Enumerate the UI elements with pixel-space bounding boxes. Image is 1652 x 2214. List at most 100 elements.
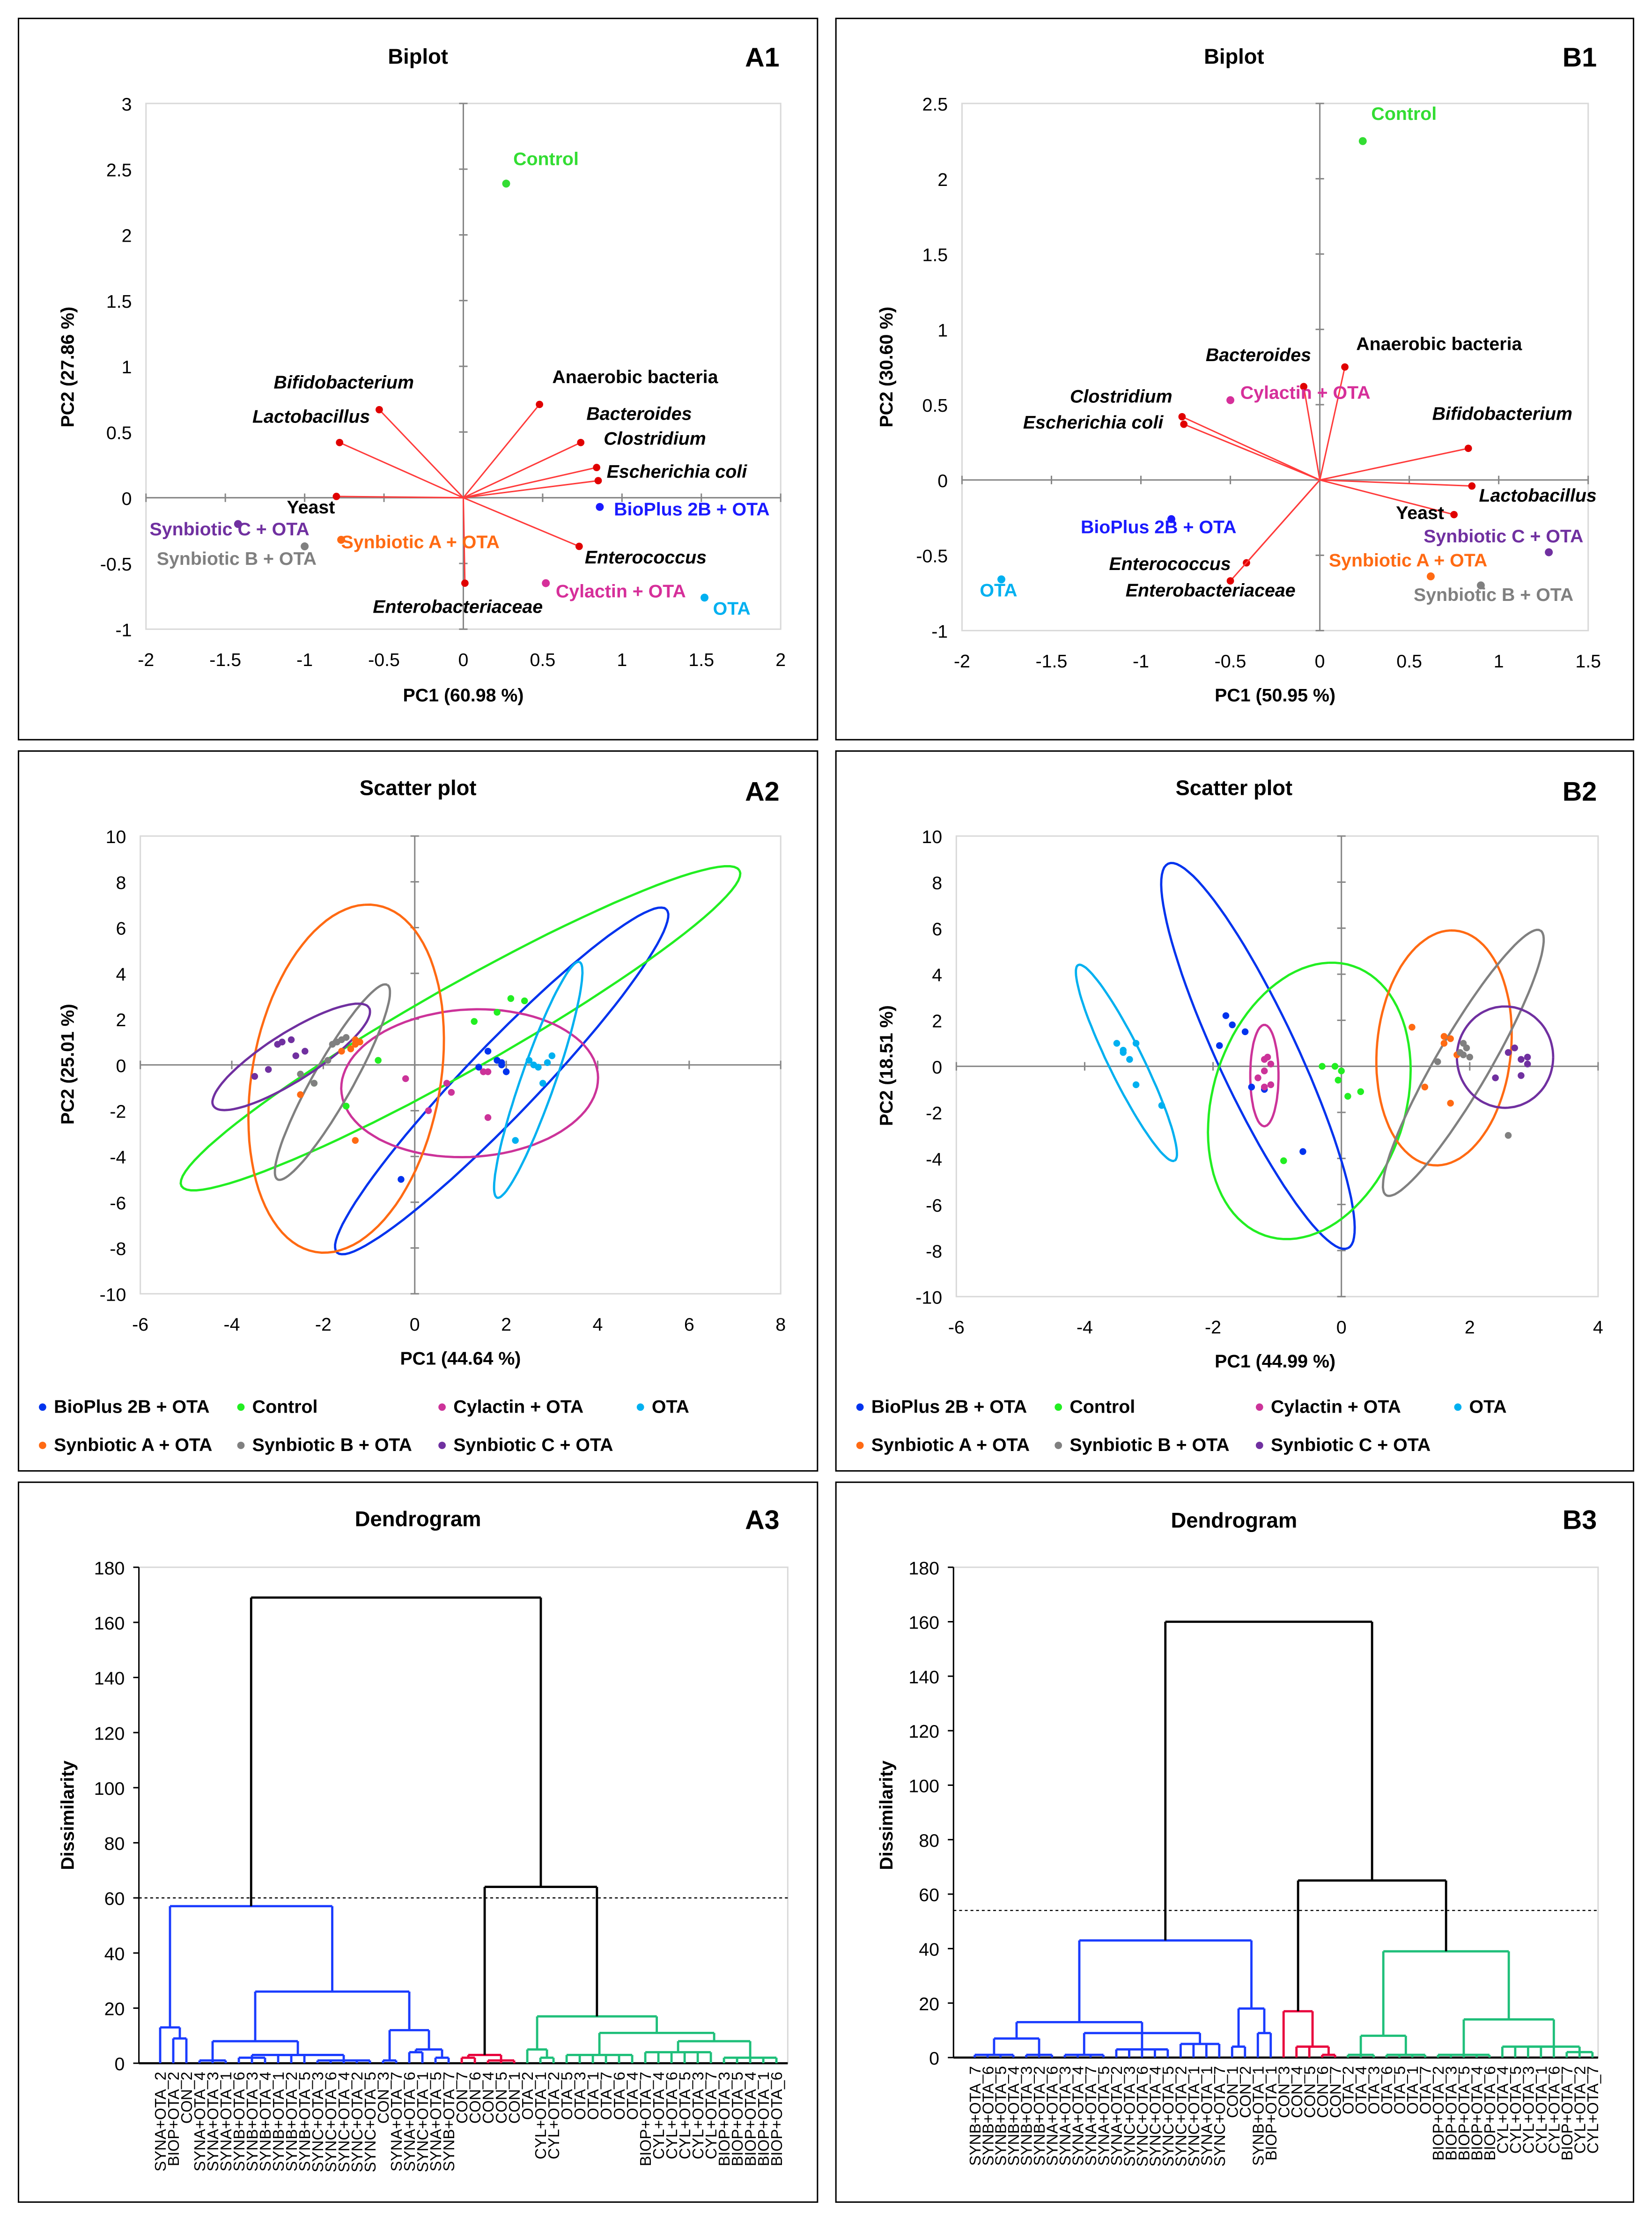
loading-vector <box>1320 479 1472 487</box>
loading-vector <box>463 404 540 498</box>
y-tick-label: 2.5 <box>106 160 132 180</box>
legend-label: OTA <box>1469 1396 1507 1417</box>
data-point <box>1504 1132 1512 1139</box>
data-point <box>1440 1040 1448 1047</box>
data-point <box>1440 1033 1448 1040</box>
variable-point <box>1300 383 1308 391</box>
loading-vector <box>336 496 464 499</box>
data-point <box>1338 1067 1345 1074</box>
y-tick-label: 6 <box>116 918 126 939</box>
leaf-label: SYNB+OTA_7 <box>441 2072 458 2171</box>
panel-A3: Dendrogram A3 Dissimilarity 0 20 40 60 80 100 120… <box>17 1481 819 2203</box>
y-tick-label: 0 <box>929 2048 939 2069</box>
x-axis-title: PC1 (44.64 %) <box>400 1348 521 1369</box>
data-point <box>521 997 528 1005</box>
leaf-label: CON_3 <box>1276 2066 1293 2118</box>
leaf-label: CON_1 <box>506 2072 524 2124</box>
panel-A2: Scatter plot A2 PC2 (25.01 %) -10 -8 -6 -4 -2 0 2… <box>17 750 819 1472</box>
confidence-ellipse <box>1249 1023 1280 1128</box>
confidence-ellipse <box>334 906 670 1256</box>
x-tick-label: 2 <box>775 650 786 670</box>
data-point <box>338 1048 345 1055</box>
x-tick-label: -2 <box>954 651 970 672</box>
x-tick-label: -2 <box>315 1314 332 1335</box>
data-point <box>502 1068 510 1075</box>
variable-label: Enterococcus <box>1109 554 1231 574</box>
data-point <box>342 1103 350 1110</box>
legend-item: Cylactin + OTA <box>1255 1396 1401 1417</box>
legend-item: BioPlus 2B + OTA <box>39 1396 210 1417</box>
y-tick-label: 160 <box>908 1613 939 1633</box>
observation-label: Synbiotic C + OTA <box>150 519 310 540</box>
data-point <box>539 1080 546 1087</box>
leaf-label: SYNC+OTA_4 <box>1147 2066 1165 2167</box>
data-point <box>1113 1040 1121 1047</box>
data-point <box>347 1045 354 1052</box>
data-point <box>1511 1044 1518 1051</box>
leaf-label: SYNA+OTA_6 <box>1044 2066 1062 2166</box>
data-point <box>1518 1056 1525 1063</box>
x-tick-label: 0 <box>1315 651 1325 672</box>
y-tick-label: -4 <box>110 1147 126 1168</box>
chart-title: Scatter plot <box>1176 776 1293 800</box>
leaf-label: SYNB+OTA_7 <box>967 2066 984 2166</box>
y-axis-title: Dissimilarity <box>57 1761 78 1870</box>
legend-label: Synbiotic A + OTA <box>871 1435 1030 1455</box>
data-point <box>1132 1081 1140 1088</box>
y-tick-label: 2.5 <box>922 94 948 115</box>
observation-label: Synbiotic A + OTA <box>1329 550 1487 570</box>
loading-vector <box>378 409 464 498</box>
leaf-label: SYNB+OTA_4 <box>257 2072 274 2171</box>
legend-item: OTA <box>636 1396 689 1417</box>
leaf-label: SYNA+OTA_5 <box>428 2072 445 2171</box>
variable-point <box>1226 577 1234 585</box>
observation-label: Synbiotic A + OTA <box>341 532 500 553</box>
y-tick-label: 140 <box>94 1668 125 1689</box>
observation-label: OTA <box>980 580 1017 600</box>
data-point <box>443 1080 450 1087</box>
leaf-label: SYNA+OTA_7 <box>1083 2066 1100 2166</box>
loading-vector <box>1319 367 1346 481</box>
y-tick-label: 0 <box>116 1056 126 1076</box>
y-tick-label: 0 <box>115 2054 125 2074</box>
leaf-label: SYNC+OTA_2 <box>349 2072 366 2172</box>
leaf-label: BIOP+OTA_6 <box>768 2072 786 2166</box>
x-tick-label: 0 <box>410 1314 420 1335</box>
data-point <box>471 1018 478 1025</box>
leaf-label: SYNC+OTA_3 <box>310 2072 327 2172</box>
legend-marker <box>636 1403 644 1411</box>
y-tick-label: -6 <box>926 1195 942 1216</box>
confidence-ellipse <box>1381 928 1545 1197</box>
leaf-label: CYL+OTA_4 <box>650 2072 668 2159</box>
x-tick-label: -0.5 <box>1215 651 1246 672</box>
variable-label: Enterobacteriaceae <box>373 597 543 617</box>
leaf-label: SYNA+OTA_5 <box>1096 2066 1113 2166</box>
data-point <box>425 1107 432 1114</box>
leaf-label: BIOP+OTA_5 <box>1456 2066 1473 2161</box>
data-point <box>297 1091 304 1098</box>
data-point <box>1518 1072 1525 1079</box>
leaf-label: SYNB+OTA_5 <box>296 2072 314 2171</box>
leaf-label: CYL+OTA_1 <box>1533 2066 1550 2154</box>
y-tick-label: 40 <box>104 1944 125 1964</box>
variable-label: Anaerobic bacteria <box>552 367 718 387</box>
legend-label: Synbiotic A + OTA <box>54 1435 212 1455</box>
legend-item: BioPlus 2B + OTA <box>856 1396 1027 1417</box>
y-tick-label: 0 <box>122 489 132 509</box>
leaf-label: SYNC+OTA_7 <box>1211 2066 1229 2167</box>
observation-point <box>1226 396 1235 404</box>
panel-label: B3 <box>1563 1505 1597 1535</box>
data-point <box>274 1041 281 1048</box>
leaf-label: SYNB+OTA_1 <box>270 2072 288 2171</box>
panel-border <box>835 17 1635 740</box>
legend-item: Synbiotic B + OTA <box>237 1435 412 1455</box>
panel-B2: Scatter plot B2 PC2 (18.51 %) -10 -8 -6 -4 -2 0 2… <box>835 750 1635 1472</box>
x-tick-label: 1.5 <box>688 650 714 670</box>
x-tick-label: 2 <box>1465 1317 1475 1338</box>
y-tick-label: 140 <box>908 1667 939 1688</box>
variable-label: Lactobacillus <box>1479 485 1596 506</box>
y-tick-label: 1 <box>937 320 948 341</box>
legend-item: Synbiotic A + OTA <box>39 1435 212 1455</box>
legend-label: Synbiotic B + OTA <box>252 1435 412 1455</box>
y-tick-label: 60 <box>919 1885 939 1905</box>
